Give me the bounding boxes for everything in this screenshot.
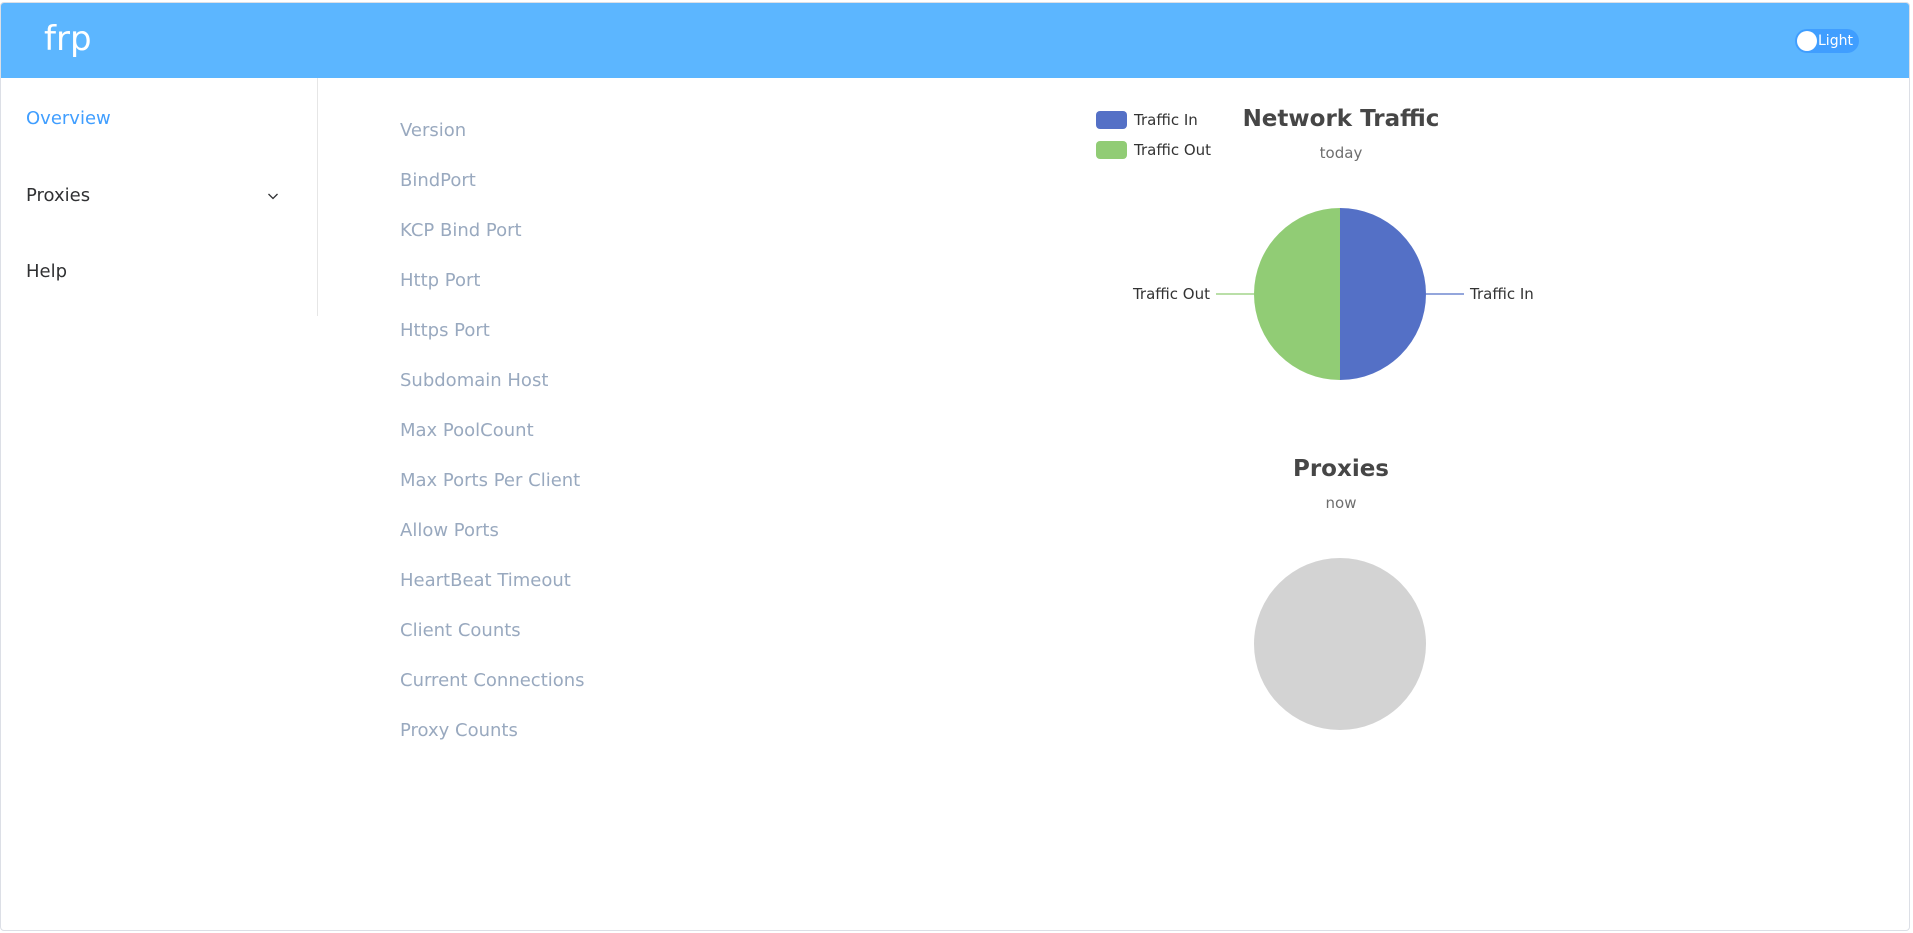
server-info-list: Version BindPort KCP Bind Port Http Port Htt…	[400, 111, 800, 761]
info-row: Https Port	[400, 311, 800, 361]
proxies-chart-title: Proxies	[1292, 456, 1389, 482]
theme-toggle-label: Light	[1818, 33, 1853, 49]
top-header: frp Light	[1, 3, 1909, 78]
info-label: Https Port	[400, 320, 490, 341]
info-label: Proxy Counts	[400, 720, 518, 741]
sidebar-item-label: Overview	[26, 108, 111, 129]
sidebar-item-help[interactable]: Help	[1, 244, 317, 300]
info-label: BindPort	[400, 170, 476, 191]
sidebar-item-label: Proxies	[26, 185, 91, 206]
sidebar-item-label: Help	[26, 261, 68, 282]
info-label: Max Ports Per Client	[400, 470, 581, 491]
pie-slice-traffic-out[interactable]	[1254, 208, 1340, 380]
info-row: Client Counts	[400, 611, 800, 661]
sidebar-menu: Overview Proxies Help	[1, 78, 318, 316]
info-row: Current Connections	[400, 661, 800, 711]
network-traffic-title: Network Traffic	[1242, 106, 1440, 132]
info-label: Max PoolCount	[400, 420, 534, 441]
theme-toggle-switch[interactable]: Light	[1795, 29, 1859, 53]
info-row: Subdomain Host	[400, 361, 800, 411]
info-label: Current Connections	[400, 670, 585, 691]
network-traffic-subtitle: today	[1319, 144, 1363, 162]
info-row: Version	[400, 111, 800, 161]
info-row: Max PoolCount	[400, 411, 800, 461]
info-label: Subdomain Host	[400, 370, 549, 391]
pie-empty-placeholder	[1254, 558, 1426, 730]
sidebar-item-overview[interactable]: Overview	[1, 91, 317, 147]
info-row: Allow Ports	[400, 511, 800, 561]
proxies-pie	[1254, 558, 1426, 730]
network-traffic-pie: Traffic In Traffic Out	[1132, 208, 1534, 380]
info-row: HeartBeat Timeout	[400, 561, 800, 611]
info-row: BindPort	[400, 161, 800, 211]
legend-label: Traffic In	[1134, 111, 1198, 129]
info-label: Client Counts	[400, 620, 521, 641]
info-label: HeartBeat Timeout	[400, 570, 571, 591]
info-row: Proxy Counts	[400, 711, 800, 761]
sidebar-item-proxies[interactable]: Proxies	[1, 168, 317, 224]
info-row: KCP Bind Port	[400, 211, 800, 261]
pie-label: Traffic In	[1469, 285, 1534, 303]
info-label: Allow Ports	[400, 520, 499, 541]
proxies-chart-subtitle: now	[1325, 494, 1357, 512]
info-label: Version	[400, 120, 467, 141]
pie-slice-traffic-in[interactable]	[1340, 208, 1426, 380]
brand-logo[interactable]: frp	[44, 19, 92, 59]
legend-label: Traffic Out	[1134, 141, 1212, 159]
toggle-knob	[1797, 31, 1817, 51]
info-row: Max Ports Per Client	[400, 461, 800, 511]
info-row: Http Port	[400, 261, 800, 311]
pie-label: Traffic Out	[1132, 285, 1210, 303]
chevron-down-icon	[268, 193, 278, 200]
info-label: KCP Bind Port	[400, 220, 522, 241]
legend-swatch	[1096, 141, 1127, 159]
info-label: Http Port	[400, 270, 481, 291]
legend-swatch	[1096, 111, 1127, 129]
